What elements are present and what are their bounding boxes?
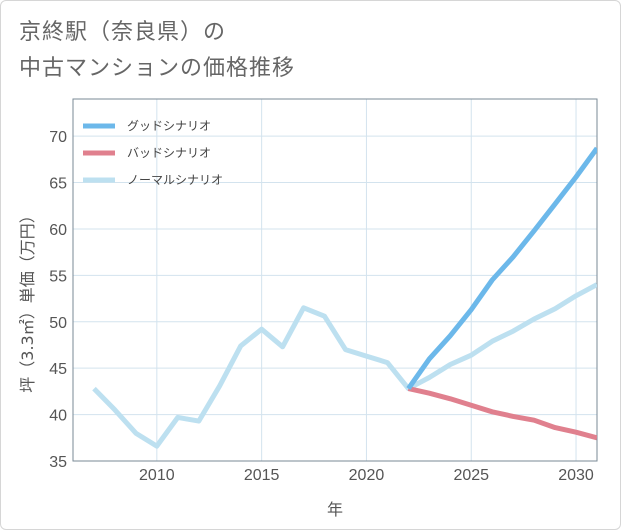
x-tick-2010: 2010 <box>139 467 175 484</box>
y-tick-70: 70 <box>49 129 67 146</box>
series-lines <box>92 146 597 449</box>
x-tick-2020: 2020 <box>349 467 385 484</box>
y-tick-60: 60 <box>49 222 67 239</box>
plot-frame <box>72 98 598 462</box>
x-tick-2015: 2015 <box>244 467 280 484</box>
y-tick-labels: 35 40 45 50 55 60 65 70 <box>49 129 67 471</box>
y-axis-label: 坪（3.3㎡）単価（万円） <box>18 207 37 392</box>
x-axis-label: 年 <box>327 500 343 519</box>
x-tick-2025: 2025 <box>453 467 489 484</box>
chart-title: 京終駅（奈良県）の 中古マンションの価格推移 <box>19 15 295 87</box>
legend-label-1: バッドシナリオ <box>127 146 211 160</box>
y-tick-50: 50 <box>49 315 67 332</box>
chart-title-line1: 京終駅（奈良県）の <box>19 20 227 45</box>
y-tick-40: 40 <box>49 408 67 425</box>
x-tick-2030: 2030 <box>558 467 594 484</box>
legend-label-2: ノーマルシナリオ <box>127 173 223 187</box>
y-tick-45: 45 <box>49 361 67 378</box>
y-tick-65: 65 <box>49 176 67 193</box>
chart-title-line2: 中古マンションの価格推移 <box>19 56 296 81</box>
series-line-0 <box>406 146 597 391</box>
x-tick-labels: 2010 2015 2020 2025 2030 <box>139 467 594 484</box>
series-line-1 <box>407 386 597 441</box>
legend-label-0: グッドシナリオ <box>127 119 211 133</box>
series-line-2 <box>92 282 597 449</box>
y-tick-55: 55 <box>49 268 67 285</box>
y-tick-35: 35 <box>49 454 67 471</box>
